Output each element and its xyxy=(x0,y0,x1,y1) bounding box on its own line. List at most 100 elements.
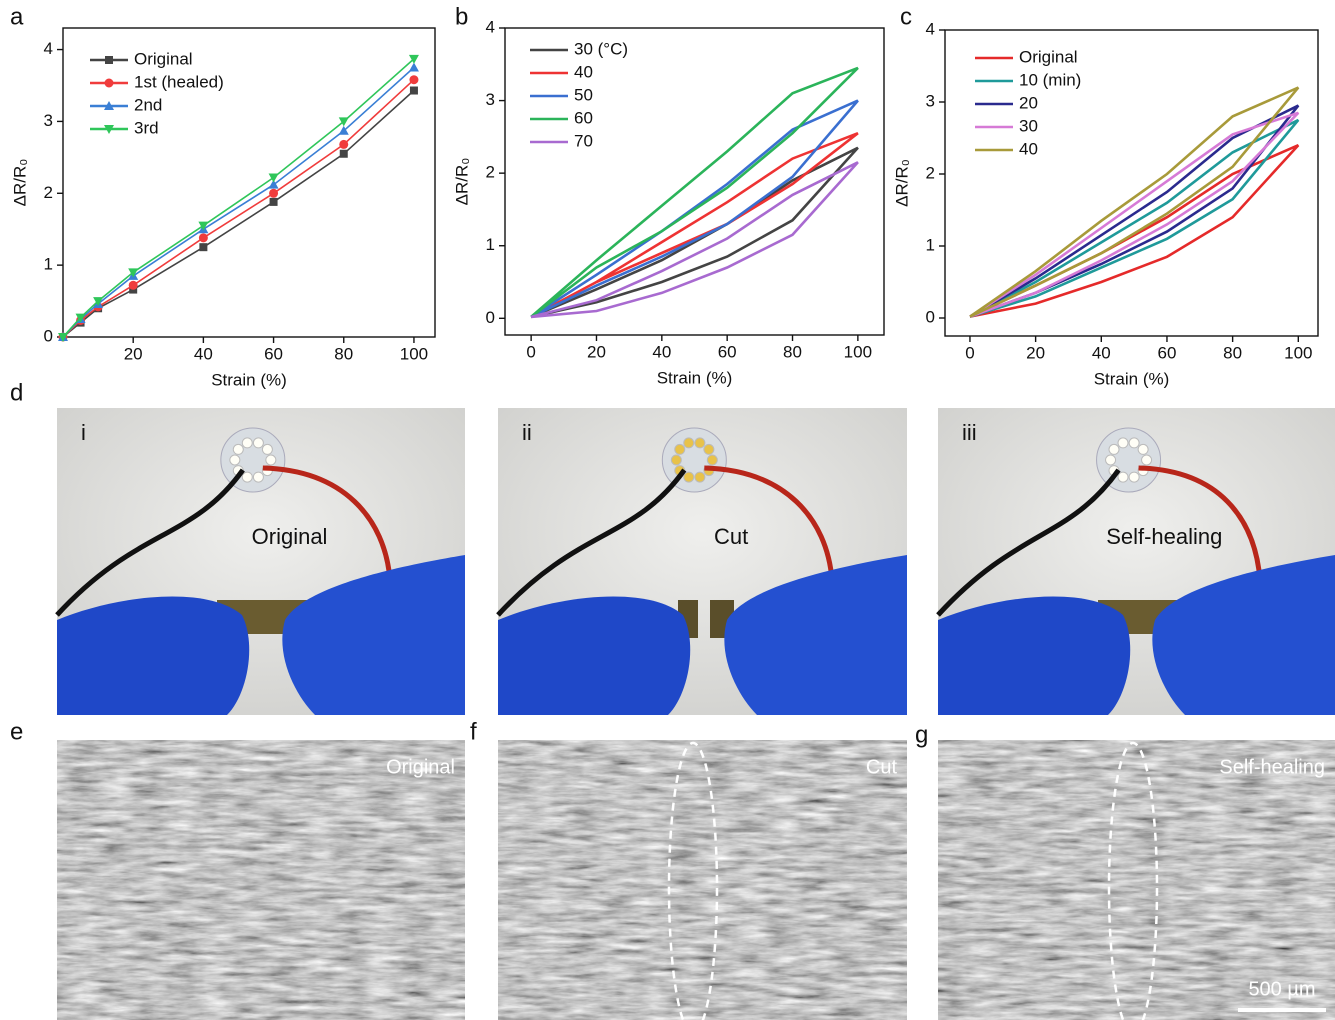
photo xyxy=(496,408,907,715)
legend-marker xyxy=(104,101,114,110)
led xyxy=(261,443,273,455)
y-tick-label: 3 xyxy=(486,90,495,109)
series-line xyxy=(530,66,859,318)
y-tick-label: 4 xyxy=(926,19,935,38)
marker xyxy=(409,86,418,95)
led xyxy=(694,471,706,483)
led xyxy=(252,471,264,483)
plot-frame xyxy=(504,27,885,336)
marker xyxy=(409,75,419,85)
sem-label: Self-healing xyxy=(1219,756,1325,778)
marker xyxy=(338,117,349,127)
marker xyxy=(93,297,104,307)
led xyxy=(1128,437,1140,449)
marker xyxy=(198,221,209,231)
panel-letter: c xyxy=(900,3,912,30)
marker xyxy=(268,179,279,189)
highlight-ellipse xyxy=(667,741,719,1020)
y-tick-label: 0 xyxy=(44,326,53,345)
y-axis-label: ΔR/R₀ xyxy=(452,158,471,206)
marker xyxy=(75,313,86,323)
legend-label: 60 xyxy=(574,108,593,127)
y-tick-label: 4 xyxy=(486,17,495,36)
led xyxy=(1141,454,1153,466)
panel-letter: e xyxy=(10,718,23,745)
legend-label: 20 xyxy=(1019,93,1038,112)
x-tick-label: 0 xyxy=(526,342,535,361)
glove xyxy=(1152,555,1335,715)
photo-index: ii xyxy=(522,420,532,445)
x-tick-label: 100 xyxy=(844,342,872,361)
marker xyxy=(269,188,279,198)
legend-label: 30 xyxy=(1019,116,1038,135)
sem-label: Cut xyxy=(866,756,898,778)
highlight-ellipse xyxy=(1107,741,1159,1020)
led xyxy=(229,454,241,466)
legend-marker xyxy=(104,125,114,134)
photo-label: Self-healing xyxy=(1106,524,1222,549)
scale-bar xyxy=(1238,1008,1326,1012)
red-wire xyxy=(704,465,835,581)
x-tick-label: 80 xyxy=(783,342,802,361)
panel-letter: d xyxy=(10,379,23,406)
legend-label: 30 (°C) xyxy=(574,39,628,58)
legend-label: 50 xyxy=(574,85,593,104)
black-wire xyxy=(936,468,1121,617)
y-tick-label: 0 xyxy=(486,308,495,327)
y-tick-label: 2 xyxy=(926,163,935,182)
x-tick-label: 100 xyxy=(400,344,428,363)
marker xyxy=(339,139,349,149)
x-tick-label: 80 xyxy=(334,344,353,363)
legend-label: 40 xyxy=(574,62,593,81)
photo-label: Cut xyxy=(714,524,748,549)
photo xyxy=(936,408,1335,715)
series-line xyxy=(969,111,1300,318)
x-axis-label: Strain (%) xyxy=(657,368,733,387)
y-tick-label: 3 xyxy=(926,91,935,110)
sem-image xyxy=(498,740,907,1020)
legend-label: 10 (min) xyxy=(1019,70,1081,89)
glove xyxy=(282,555,465,715)
red-wire xyxy=(262,465,393,581)
y-axis-label: ΔR/R₀ xyxy=(892,159,911,207)
led xyxy=(706,454,718,466)
photo-index: i xyxy=(81,420,86,445)
y-tick-label: 0 xyxy=(926,307,935,326)
series-line xyxy=(530,131,859,319)
panel-letter: a xyxy=(10,3,24,30)
series-line xyxy=(530,146,859,319)
x-tick-label: 60 xyxy=(718,342,737,361)
marker xyxy=(408,54,419,64)
marker xyxy=(58,333,68,342)
red-wire xyxy=(1138,465,1263,581)
marker xyxy=(408,62,419,72)
led xyxy=(683,471,695,483)
y-axis-label: ΔR/R₀ xyxy=(10,159,29,207)
x-tick-label: 0 xyxy=(965,343,974,362)
photo xyxy=(55,408,465,715)
led xyxy=(1137,443,1149,455)
led xyxy=(232,443,244,455)
glove xyxy=(724,555,907,715)
led xyxy=(1105,454,1117,466)
legend-marker xyxy=(104,78,114,88)
panel-letter: g xyxy=(915,721,928,748)
plot-frame xyxy=(62,27,436,338)
x-axis-label: Strain (%) xyxy=(1094,369,1170,388)
sem-image xyxy=(938,740,1335,1020)
y-tick-label: 1 xyxy=(44,255,53,274)
legend-label: 2nd xyxy=(134,95,162,114)
led xyxy=(1117,471,1129,483)
x-tick-label: 40 xyxy=(652,342,671,361)
sem-label: Original xyxy=(386,756,455,778)
y-tick-label: 2 xyxy=(44,183,53,202)
plot-frame xyxy=(944,29,1319,337)
x-tick-label: 60 xyxy=(264,344,283,363)
y-tick-label: 2 xyxy=(486,163,495,182)
legend-label: 40 xyxy=(1019,139,1038,158)
panel-letter: f xyxy=(470,718,477,745)
led xyxy=(674,443,686,455)
series-line xyxy=(530,99,859,319)
y-tick-label: 1 xyxy=(926,235,935,254)
led xyxy=(703,443,715,455)
